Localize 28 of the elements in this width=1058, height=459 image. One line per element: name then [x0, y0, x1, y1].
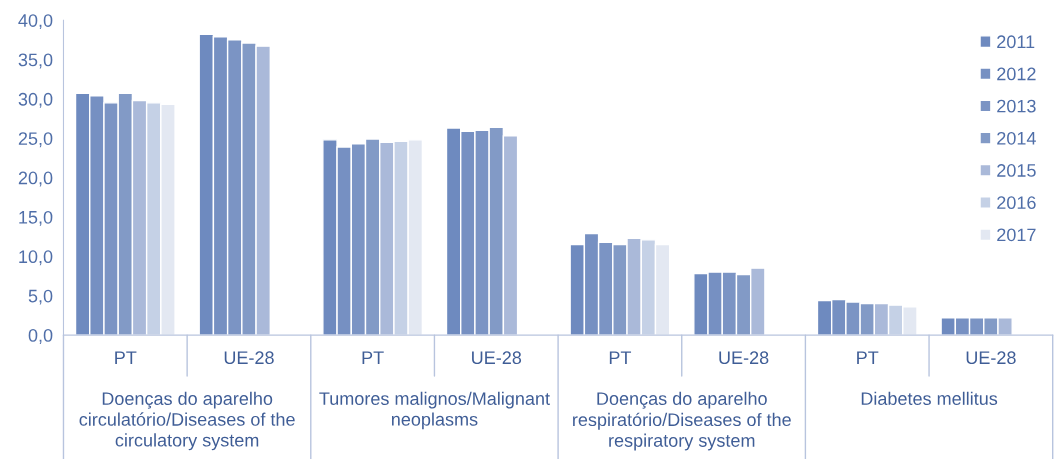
text: Tumores malignos/Malignant neoplasms: [319, 391, 550, 430]
y-tick-label: 30,0: [18, 92, 53, 108]
legend-label: 2014: [997, 131, 1036, 145]
x-tick-label: UE-28: [719, 351, 769, 365]
legend-label: 2015: [997, 164, 1036, 177]
text: Doenças do aparelho circulatório/Diseases of the circulatory system: [79, 391, 295, 451]
text: Diabetes mellitus: [861, 391, 998, 406]
x-tick-label: UE-28: [472, 351, 522, 365]
legend-label: 2012: [997, 67, 1036, 81]
x-tick-label: UE-28: [966, 351, 1016, 365]
x-tick-label: PT: [609, 351, 632, 364]
y-tick-label: 20,0: [18, 171, 53, 187]
y-tick-label: 40,0: [18, 14, 53, 30]
legend-label: 2011: [997, 35, 1035, 49]
y-tick-label: 5,0: [28, 289, 53, 305]
x-tick-label: PT: [857, 351, 879, 364]
x-tick-label: PT: [115, 351, 137, 364]
y-tick-label: 0,0: [28, 329, 53, 344]
legend-label: 2016: [997, 196, 1036, 210]
legend-label: 2017: [997, 228, 1036, 242]
y-tick-label: 15,0: [19, 210, 53, 226]
y-tick-label: 25,0: [18, 132, 53, 148]
text: Doenças do aparelho respiratório/Diseases of the respiratory system: [573, 391, 791, 451]
x-tick-label: UE-28: [224, 351, 274, 365]
legend-label: 2013: [997, 99, 1036, 113]
y-tick-label: 10,0: [19, 250, 53, 266]
x-tick-label: PT: [362, 351, 384, 364]
y-tick-label: 35,0: [18, 53, 53, 69]
